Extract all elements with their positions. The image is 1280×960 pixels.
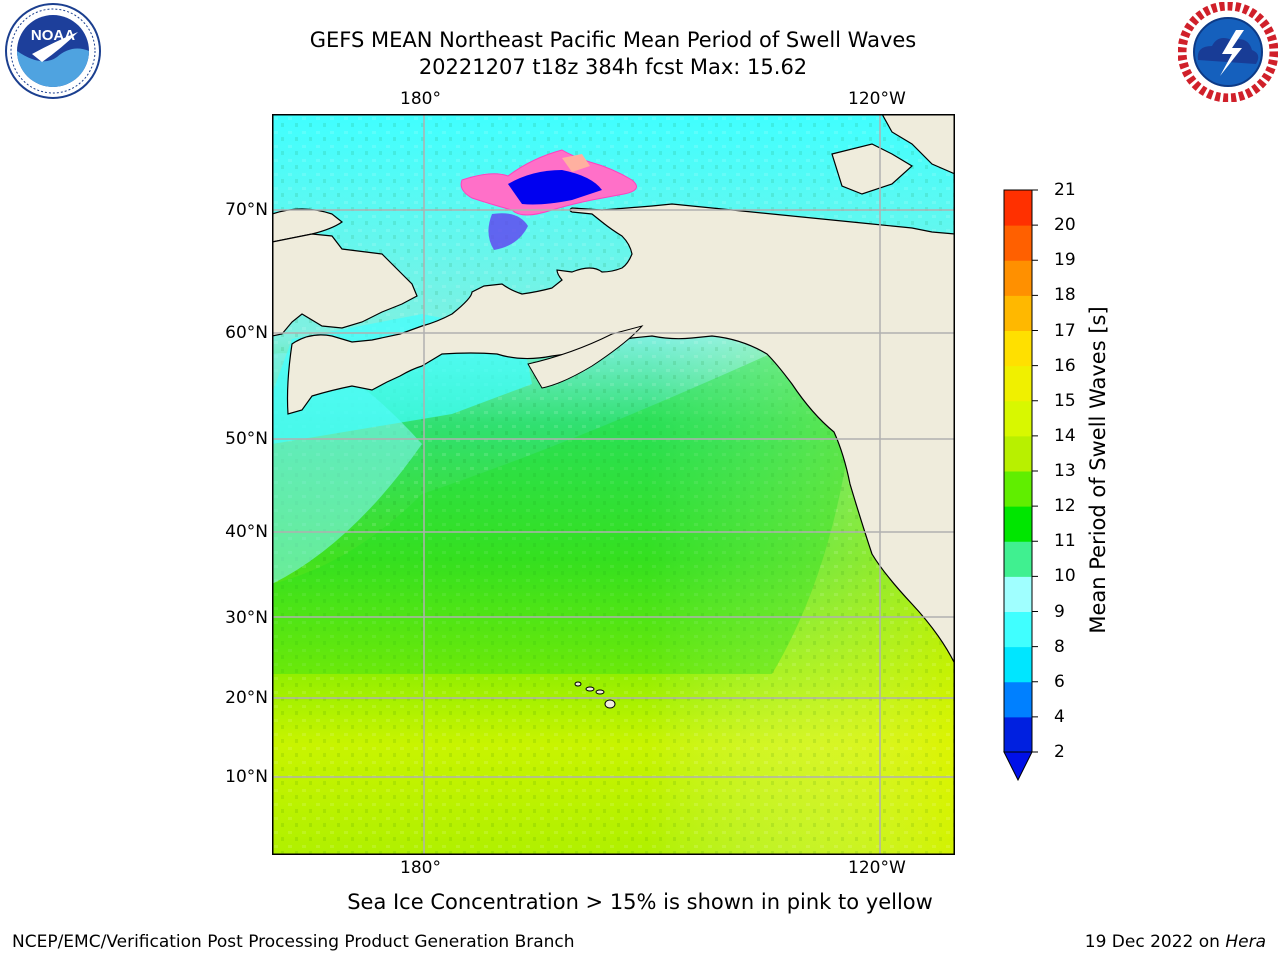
svg-text:NOAA: NOAA [31,27,75,44]
lat-label-20n: 20°N [225,688,268,708]
sea-ice-blue [508,170,602,205]
lon-label-top-180: 180° [400,89,441,109]
colorbar-segment [1004,400,1032,437]
colorbar-tick-label: 16 [1054,355,1076,376]
map-title: GEFS MEAN Northeast Pacific Mean Period … [309,28,917,52]
footer-date-text: 19 Dec 2022 on [1084,932,1226,952]
colorbar-tick-label: 20 [1054,215,1076,236]
graticule [272,114,955,855]
lat-label-40n: 40°N [225,522,268,542]
colorbar-segment [1004,716,1032,753]
sea-ice-purple [488,213,528,250]
colorbar [1003,189,1038,782]
colorbar-segment [1004,365,1032,402]
arctic-island [831,143,914,195]
colorbar-segment [1004,646,1032,683]
sea-ice-orange [562,154,590,172]
colorbar-segment [1004,576,1032,612]
colorbar-tick-label: 10 [1054,566,1076,587]
colorbar-segment [1004,681,1032,718]
arctic-archipelago [881,114,955,175]
noaa-logo: NOAA [5,3,101,99]
colorbar-tick-label: 19 [1054,250,1076,271]
colorbar-tick-label: 15 [1054,390,1076,411]
lat-label-70n: 70°N [225,200,268,220]
nws-logo [1178,2,1278,102]
green-swell-band [272,344,852,674]
colorbar-tick-label: 11 [1054,531,1076,552]
swell-period-map [272,114,955,855]
colorbar-segment [1004,225,1032,261]
lon-label-bottom-120w: 120°W [848,858,906,878]
footer-date: 19 Dec 2022 on Hera [1085,932,1266,952]
chukotka-land [272,233,418,337]
map-frame [272,114,955,855]
colorbar-tick-label: 4 [1054,706,1065,727]
colorbar-tick-label: 13 [1054,461,1076,481]
colorbar-tick-label: 2 [1054,742,1065,762]
footer-machine: Hera [1225,932,1266,952]
colorbar-tick-label: 8 [1054,636,1065,657]
footer-producer: NCEP/EMC/Verification Post Processing Pr… [12,932,575,952]
colorbar-segment [1004,611,1032,648]
north-america-land [286,114,955,665]
colorbar-segment [1004,506,1032,542]
colorbar-extend-arrow [1003,751,1033,782]
hawaii-islands [574,681,616,709]
colorbar-tick-label: 6 [1054,671,1065,692]
lon-label-bottom-180: 180° [400,858,441,878]
colorbar-segment [1004,295,1032,331]
colorbar-tick-label: 9 [1054,601,1065,622]
sea-ice-caption: Sea Ice Concentration > 15% is shown in … [347,890,933,914]
colorbar-segment [1004,435,1032,472]
colorbar-tick-label: 12 [1054,496,1076,517]
alaska-peninsula [527,325,644,389]
colorbar-label: Mean Period of Swell Waves [s] [1086,306,1110,634]
colorbar-tick-label: 17 [1054,320,1076,341]
colorbar-segment [1004,541,1032,577]
lon-label-top-120w: 120°W [848,89,906,109]
lat-label-50n: 50°N [225,429,268,449]
colorbar-tick-label: 14 [1054,425,1076,446]
colorbar-segment [1004,190,1032,226]
colorbar-tick-label: 18 [1054,285,1076,306]
colorbar-segment [1004,471,1032,507]
colorbar-tick-label: 21 [1054,180,1076,200]
colorbar-segment [1004,330,1032,367]
lat-label-60n: 60°N [225,323,268,343]
lat-label-10n: 10°N [225,767,268,787]
colorbar-segment [1004,260,1032,296]
lat-label-30n: 30°N [225,608,268,628]
map-subtitle: 20221207 t18z 384h fcst Max: 15.62 [418,55,808,79]
